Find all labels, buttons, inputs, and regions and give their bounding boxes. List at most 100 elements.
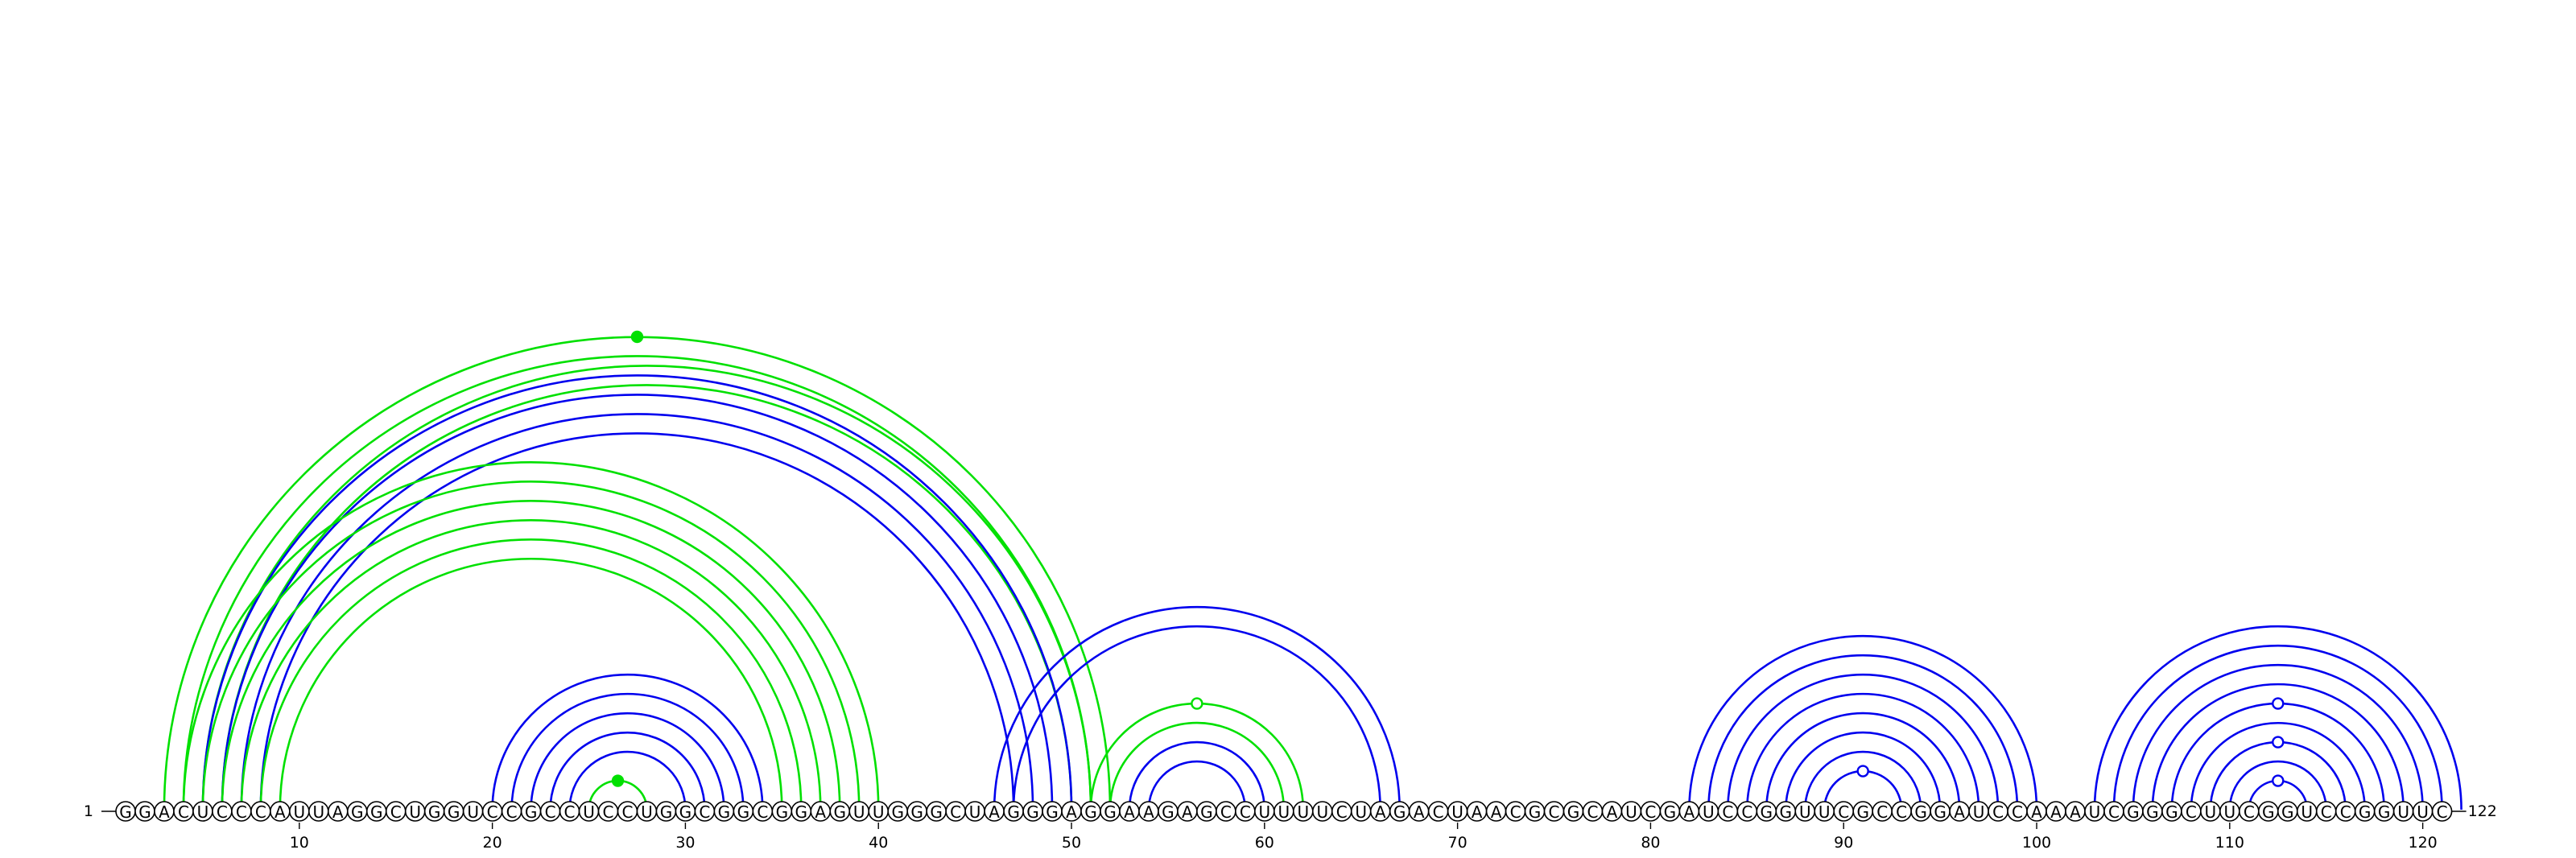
nucleotide: G: [2161, 801, 2182, 822]
nucleotide: C: [1427, 801, 1449, 822]
nucleotide: C: [1216, 801, 1236, 822]
nucleotide: A: [2026, 801, 2047, 822]
nucleotide-letter: U: [2417, 802, 2429, 822]
nucleotide: A: [1485, 801, 1507, 822]
base-pair-arc-21-33: [510, 692, 745, 811]
nucleotide: A: [1061, 801, 1082, 822]
tick-label: 100: [2022, 834, 2051, 852]
nucleotide: A: [1408, 801, 1430, 822]
nucleotide-letter: G: [119, 802, 132, 822]
nucleotide-letter: G: [1026, 802, 1039, 822]
nucleotide: G: [1910, 801, 1931, 822]
base-pair-arc-24-30: [568, 750, 687, 811]
nucleotide-letter: U: [1316, 802, 1328, 822]
tick-label: 90: [1834, 834, 1853, 852]
nucleotide: C: [597, 801, 619, 822]
nucleotide-letter: G: [370, 802, 383, 822]
nucleotide-letter: G: [930, 802, 943, 822]
nucleotide-letter: U: [467, 802, 479, 822]
nucleotide-letter: C: [1510, 802, 1521, 822]
nucleotide: A: [1466, 801, 1488, 822]
nucleotide: C: [2334, 801, 2356, 822]
nucleotide-letter: G: [1856, 802, 1869, 822]
nucleotide: U: [964, 801, 985, 822]
nucleotide-letter: G: [1393, 802, 1406, 822]
nucleotide: C: [539, 801, 561, 822]
tick-label: 70: [1448, 834, 1468, 852]
nucleotide-letter: A: [1375, 802, 1386, 822]
nucleotide-letter: U: [2223, 802, 2235, 822]
nucleotide: G: [655, 801, 677, 822]
nucleotide-letter: U: [1355, 802, 1367, 822]
nucleotide-letter: G: [525, 802, 538, 822]
tick-label: 120: [2408, 834, 2437, 852]
nucleotide: G: [1930, 801, 1951, 822]
nucleotide-letter: G: [428, 802, 441, 822]
nucleotide-letter: A: [1491, 802, 1502, 822]
nucleotide: C: [2239, 801, 2260, 822]
nucleotide: G: [926, 801, 947, 822]
nucleotide: C: [1582, 801, 1604, 822]
nucleotide-letter: A: [1472, 802, 1483, 822]
nucleotide-letter: U: [1451, 802, 1463, 822]
nucleotide-letter: A: [275, 802, 286, 822]
nucleotide-letter: U: [409, 802, 421, 822]
nucleotide: C: [945, 801, 966, 822]
nucleotide: U: [289, 801, 310, 822]
nucleotide: G: [1524, 801, 1546, 822]
nucleotide: G: [733, 801, 754, 822]
nucleotide: G: [887, 801, 908, 822]
nucleotide: G: [2257, 801, 2279, 822]
nucleotide-letter: G: [2378, 802, 2391, 822]
nucleotide: G: [1080, 801, 1101, 822]
nucleotide-letter: U: [1297, 802, 1309, 822]
base-pair-arc-105-120: [2132, 663, 2424, 811]
nucleotide-letter: G: [1761, 802, 1773, 822]
nucleotide-letter: C: [487, 802, 498, 822]
nucleotide-letter: A: [332, 802, 344, 822]
nucleotide-letter: G: [2146, 802, 2159, 822]
nucleotide-letter: G: [1200, 802, 1213, 822]
nucleotide-letter: G: [1567, 802, 1580, 822]
nucleotide: C: [694, 801, 716, 822]
base-pair-arc-8-47: [259, 432, 1015, 811]
nucleotide: C: [2007, 801, 2028, 822]
nucleotide-letter: C: [1896, 802, 1907, 822]
nucleotide: G: [520, 801, 542, 822]
tick-label: 40: [869, 834, 888, 852]
nucleotide-letter: A: [1684, 802, 1695, 822]
nucleotide: U: [1814, 801, 1835, 822]
nucleotide: A: [1678, 801, 1700, 822]
nucleotide: U: [2296, 801, 2318, 822]
nucleotide-letter: C: [1722, 802, 1733, 822]
nucleotide-letter: U: [583, 802, 595, 822]
nucleotide-letter: G: [2262, 802, 2275, 822]
nucleotide: A: [2046, 801, 2066, 822]
nucleotide: G: [365, 801, 387, 822]
tick-label: 60: [1255, 834, 1274, 852]
nucleotide: G: [1389, 801, 1410, 822]
base-pair-arc-83-99: [1707, 654, 2019, 811]
nucleotide-letter: C: [621, 802, 633, 822]
nucleotide: C: [2103, 801, 2124, 822]
nucleotide-letter: C: [564, 802, 576, 822]
nucleotide: G: [1158, 801, 1179, 822]
nucleotide-letter: C: [1992, 802, 2004, 822]
nucleotide: U: [1311, 801, 1333, 822]
nucleotide-letter: C: [2186, 802, 2197, 822]
nucleotide: G: [1003, 801, 1024, 822]
nucleotide: G: [443, 801, 464, 822]
nucleotide: C: [1872, 801, 1893, 822]
base-pair-arc-104-121: [2112, 644, 2443, 811]
nucleotide: A: [1949, 801, 1970, 822]
nucleotide-letter: U: [293, 802, 305, 822]
nucleotide: G: [2373, 801, 2395, 822]
nucleotide: U: [404, 801, 426, 822]
nucleotide-letter: G: [2359, 802, 2372, 822]
nucleotide-letter: U: [641, 802, 653, 822]
base-pair-arc-6-49: [221, 394, 1054, 811]
nucleotide: C: [617, 801, 638, 822]
base-pair-arc-86-96: [1765, 712, 1961, 811]
nucleotide-letter: C: [390, 802, 402, 822]
nucleotide-letter: U: [1973, 802, 1985, 822]
